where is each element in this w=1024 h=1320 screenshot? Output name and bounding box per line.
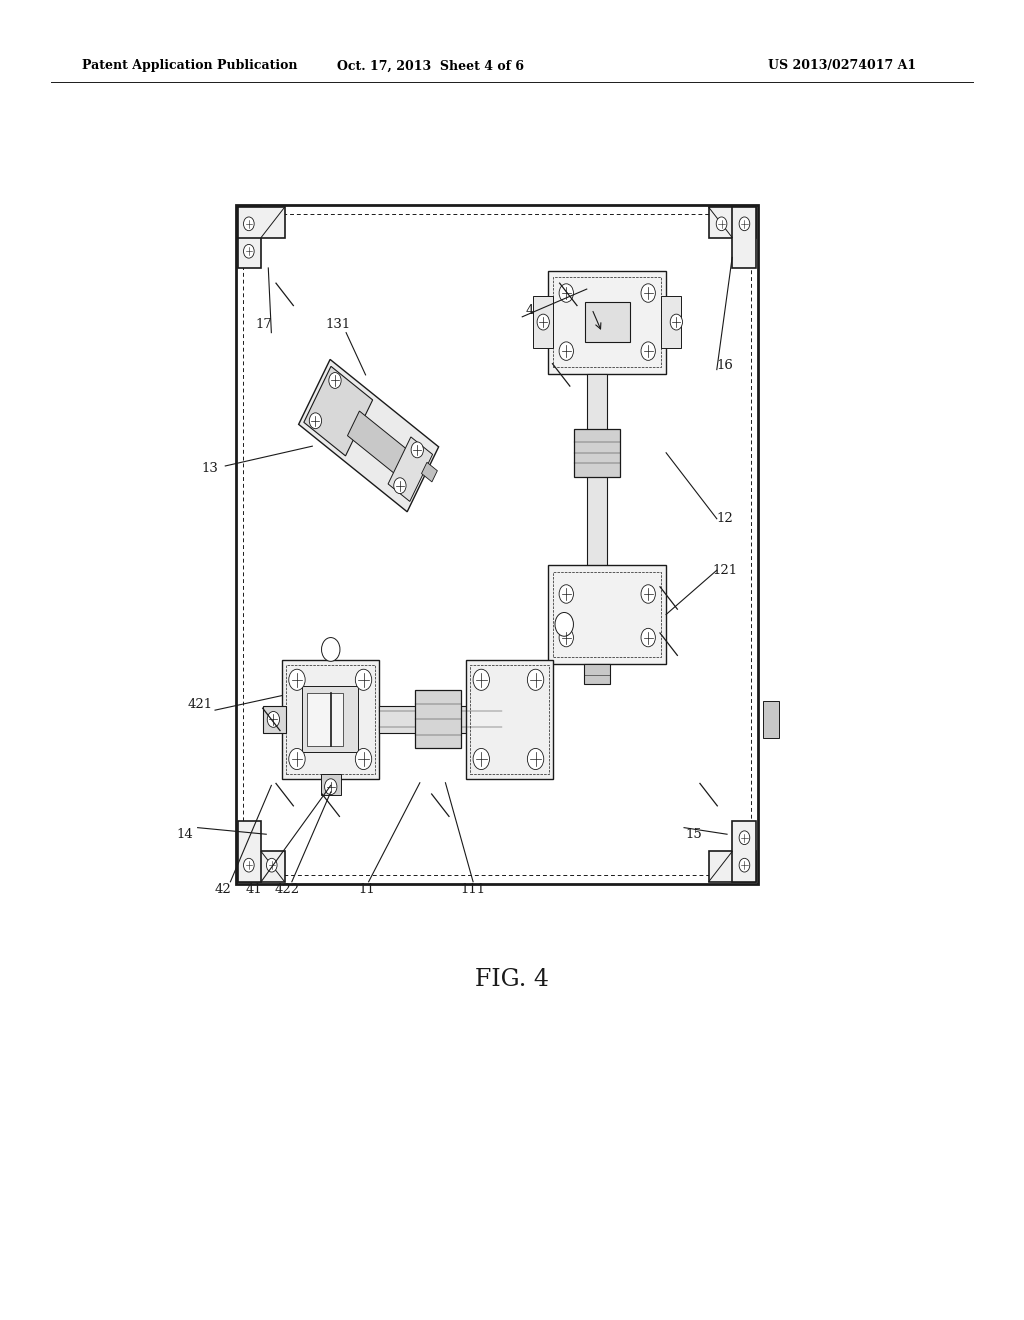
Bar	[532, 296, 553, 348]
Circle shape	[244, 244, 254, 259]
Polygon shape	[709, 207, 756, 238]
Bar	[307, 693, 343, 746]
Bar	[763, 701, 779, 738]
Circle shape	[641, 585, 655, 603]
Bar	[553, 572, 662, 657]
Bar	[415, 690, 461, 748]
Polygon shape	[238, 207, 285, 238]
Circle shape	[473, 669, 489, 690]
Polygon shape	[422, 462, 437, 482]
Bar	[585, 302, 630, 342]
Circle shape	[559, 628, 573, 647]
Circle shape	[329, 372, 341, 388]
Bar	[587, 374, 607, 578]
Circle shape	[739, 216, 750, 231]
Text: FIG. 4: FIG. 4	[475, 968, 549, 991]
Polygon shape	[238, 851, 285, 882]
Bar	[662, 296, 682, 348]
Bar	[466, 660, 553, 779]
Circle shape	[641, 284, 655, 302]
Circle shape	[289, 748, 305, 770]
Text: Oct. 17, 2013  Sheet 4 of 6: Oct. 17, 2013 Sheet 4 of 6	[337, 59, 523, 73]
Polygon shape	[238, 821, 261, 882]
Text: 17: 17	[256, 318, 272, 331]
Circle shape	[537, 314, 549, 330]
Bar	[282, 660, 379, 779]
Circle shape	[739, 830, 750, 845]
Text: 42: 42	[215, 883, 231, 896]
Circle shape	[355, 748, 372, 770]
Circle shape	[325, 779, 337, 795]
Polygon shape	[732, 821, 756, 882]
Polygon shape	[347, 411, 408, 474]
Text: 15: 15	[686, 828, 702, 841]
Circle shape	[527, 669, 544, 690]
Circle shape	[559, 342, 573, 360]
Text: US 2013/0274017 A1: US 2013/0274017 A1	[768, 59, 916, 73]
Circle shape	[641, 342, 655, 360]
Polygon shape	[299, 359, 438, 512]
Text: 16: 16	[717, 359, 733, 372]
Text: 13: 13	[202, 462, 218, 475]
Circle shape	[355, 669, 372, 690]
Circle shape	[559, 284, 573, 302]
Circle shape	[559, 585, 573, 603]
Circle shape	[555, 612, 573, 636]
Circle shape	[244, 216, 254, 231]
Text: Patent Application Publication: Patent Application Publication	[82, 59, 297, 73]
Polygon shape	[238, 207, 261, 268]
Bar	[236, 205, 758, 884]
Bar	[470, 665, 549, 774]
Polygon shape	[709, 851, 756, 882]
Bar	[553, 277, 662, 367]
Circle shape	[244, 858, 254, 873]
Bar	[584, 664, 610, 684]
Circle shape	[527, 748, 544, 770]
Bar	[549, 271, 666, 374]
Text: 4: 4	[525, 304, 534, 317]
Text: 41: 41	[246, 883, 262, 896]
Polygon shape	[388, 437, 432, 502]
Bar	[574, 429, 620, 477]
Polygon shape	[304, 367, 373, 455]
Text: 12: 12	[717, 512, 733, 525]
Text: 422: 422	[274, 883, 299, 896]
Text: 131: 131	[326, 318, 350, 331]
Bar	[549, 565, 666, 664]
Bar	[263, 706, 286, 733]
Circle shape	[670, 314, 682, 330]
Text: 111: 111	[461, 883, 485, 896]
Circle shape	[394, 478, 407, 494]
Circle shape	[309, 413, 322, 429]
Circle shape	[267, 711, 280, 727]
Circle shape	[716, 216, 727, 231]
Bar	[321, 774, 341, 795]
Circle shape	[739, 858, 750, 873]
Text: 11: 11	[358, 883, 375, 896]
Circle shape	[289, 669, 305, 690]
Circle shape	[473, 748, 489, 770]
Circle shape	[266, 858, 278, 873]
Text: 14: 14	[176, 828, 193, 841]
Bar	[286, 665, 375, 774]
Polygon shape	[732, 207, 756, 268]
Circle shape	[411, 442, 423, 458]
Bar	[243, 214, 751, 875]
Circle shape	[641, 628, 655, 647]
Text: 121: 121	[713, 564, 737, 577]
Text: 421: 421	[187, 698, 212, 711]
Bar	[379, 706, 502, 733]
Bar	[302, 686, 358, 752]
Circle shape	[322, 638, 340, 661]
